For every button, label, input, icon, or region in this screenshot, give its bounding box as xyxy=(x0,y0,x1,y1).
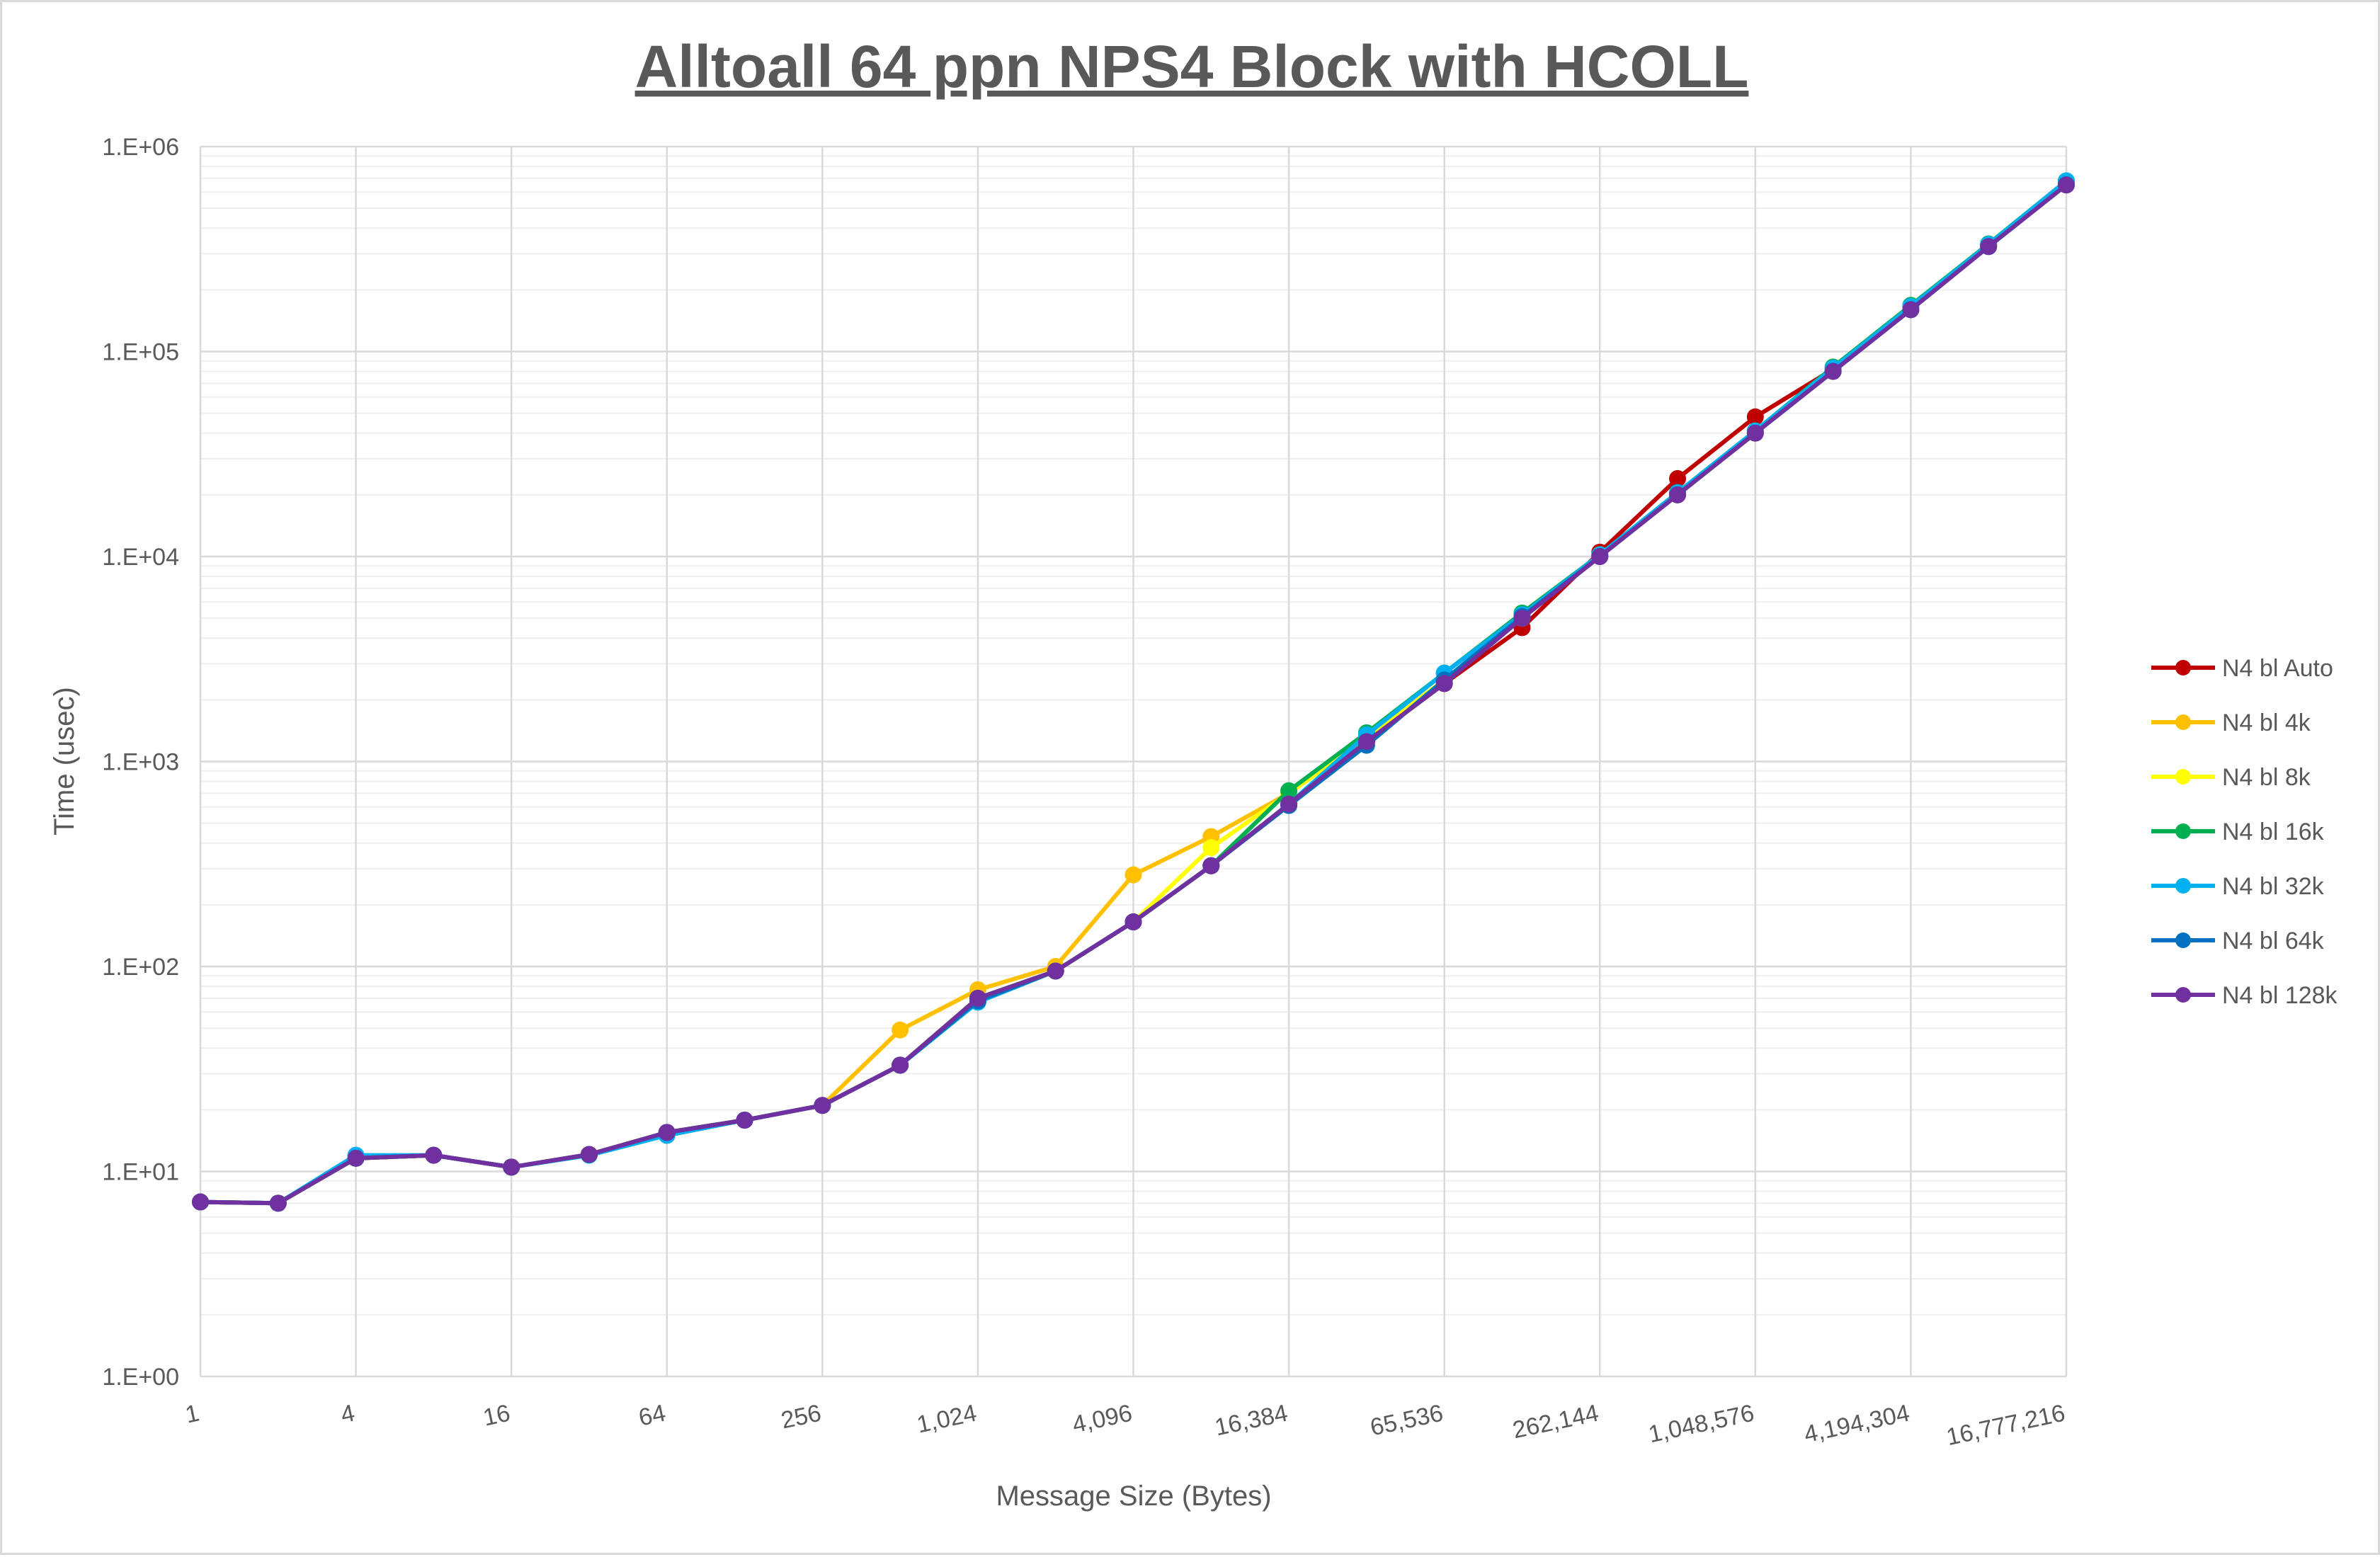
legend-swatch-marker xyxy=(2175,714,2191,730)
data-point xyxy=(1746,408,1764,426)
legend-swatch-marker xyxy=(2175,987,2191,1003)
x-tick-label: 262,144 xyxy=(1510,1400,1601,1444)
legend-swatch-marker xyxy=(2175,823,2191,839)
x-tick-label: 1,024 xyxy=(914,1400,979,1439)
x-tick-label: 4,194,304 xyxy=(1801,1400,1912,1449)
data-point xyxy=(736,1112,753,1129)
x-tick-label: 256 xyxy=(779,1400,824,1435)
data-point xyxy=(2058,176,2075,194)
x-axis-title: Message Size (Bytes) xyxy=(996,1481,1271,1512)
data-point xyxy=(892,1021,909,1039)
y-tick-label: 1.E+02 xyxy=(102,954,179,981)
y-axis-title: Time (usec) xyxy=(49,687,80,835)
legend-label: N4 bl 64k xyxy=(2222,928,2325,954)
y-tick-label: 1.E+06 xyxy=(102,134,179,161)
data-point xyxy=(580,1146,598,1163)
legend-label: N4 bl 4k xyxy=(2222,709,2311,736)
x-tick-label: 65,536 xyxy=(1368,1400,1446,1442)
data-point xyxy=(1435,675,1453,692)
legend-label: N4 bl 8k xyxy=(2222,764,2311,791)
data-point xyxy=(503,1158,520,1176)
y-tick-label: 1.E+05 xyxy=(102,339,179,366)
x-tick-label: 16 xyxy=(481,1400,513,1432)
legend-entry: N4 bl 4k xyxy=(2151,709,2311,736)
legend-entry: N4 bl 64k xyxy=(2151,928,2325,954)
data-point xyxy=(1357,733,1375,751)
data-point xyxy=(1902,301,1920,319)
data-point xyxy=(1202,839,1220,857)
x-tick-label: 16,777,216 xyxy=(1944,1400,2067,1452)
legend-label: N4 bl 128k xyxy=(2222,982,2338,1009)
data-point xyxy=(969,989,986,1007)
data-point xyxy=(1047,962,1064,980)
series-6 xyxy=(192,176,2075,1212)
data-point xyxy=(892,1056,909,1074)
data-point xyxy=(347,1149,365,1167)
data-point xyxy=(269,1194,287,1212)
data-point xyxy=(1202,857,1220,874)
y-tick-label: 1.E+04 xyxy=(102,544,179,571)
data-point xyxy=(425,1146,443,1164)
x-tick-label: 1 xyxy=(183,1400,201,1429)
x-tick-label: 4,096 xyxy=(1070,1400,1134,1439)
data-point xyxy=(1824,363,1842,380)
legend-entry: N4 bl 128k xyxy=(2151,982,2338,1009)
legend-label: N4 bl Auto xyxy=(2222,655,2333,682)
x-tick-label: 4 xyxy=(338,1400,357,1429)
series-lines xyxy=(192,172,2075,1212)
x-tick-label: 1,048,576 xyxy=(1646,1400,1757,1449)
legend-entry: N4 bl 8k xyxy=(2151,764,2311,791)
data-point xyxy=(1124,913,1142,931)
data-point xyxy=(1669,469,1687,487)
legend-entry: N4 bl 16k xyxy=(2151,819,2325,845)
data-point xyxy=(192,1193,209,1211)
y-tick-label: 1.E+01 xyxy=(102,1159,179,1186)
legend-swatch-marker xyxy=(2175,878,2191,894)
data-point xyxy=(658,1124,676,1141)
legend-swatch-marker xyxy=(2175,933,2191,948)
chart-title: Alltoall 64 ppn NPS4 Block with HCOLL xyxy=(635,33,1749,100)
x-tick-label: 64 xyxy=(637,1400,668,1432)
legend: N4 bl Auto N4 bl 4k N4 bl 8k N4 bl 16k N4 bl… xyxy=(2151,655,2338,1009)
data-point xyxy=(1280,795,1298,813)
legend-swatch-marker xyxy=(2175,769,2191,785)
y-tick-label: 1.E+00 xyxy=(102,1364,179,1391)
data-point xyxy=(1669,486,1687,503)
data-point xyxy=(1591,548,1609,565)
data-point xyxy=(1280,782,1298,799)
data-point xyxy=(1124,866,1142,884)
data-point xyxy=(1980,238,1998,256)
legend-swatch-marker xyxy=(2175,660,2191,675)
legend-entry: N4 bl Auto xyxy=(2151,655,2333,682)
data-point xyxy=(1513,610,1531,627)
grid xyxy=(199,145,2068,1378)
legend-entry: N4 bl 32k xyxy=(2151,873,2325,900)
data-point xyxy=(814,1097,831,1114)
x-tick-label: 16,384 xyxy=(1212,1400,1290,1442)
data-point xyxy=(1746,424,1764,442)
legend-label: N4 bl 32k xyxy=(2222,873,2325,900)
legend-label: N4 bl 16k xyxy=(2222,819,2325,845)
y-tick-label: 1.E+03 xyxy=(102,749,179,776)
